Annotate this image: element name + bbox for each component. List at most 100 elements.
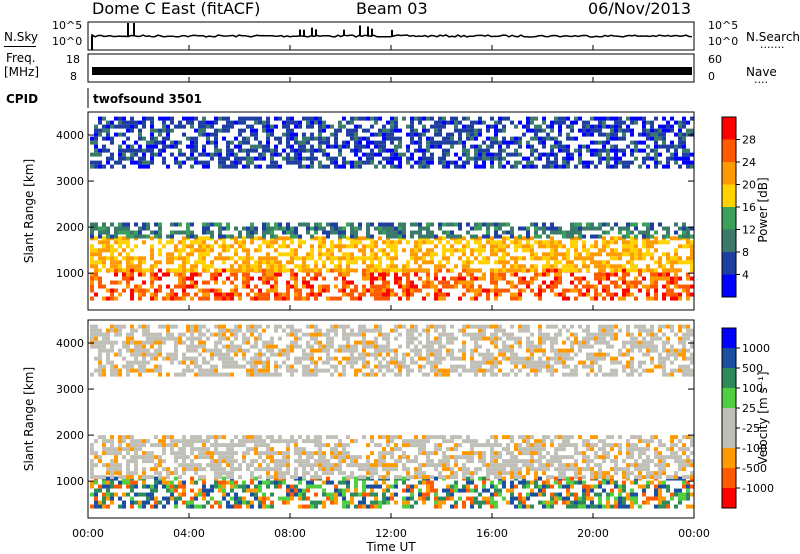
heatmap-cell bbox=[182, 124, 186, 129]
heatmap-cell bbox=[366, 152, 370, 157]
heatmap-cell bbox=[278, 140, 282, 145]
heatmap-cell bbox=[478, 443, 482, 448]
heatmap-cell bbox=[230, 288, 234, 293]
heatmap-cell bbox=[350, 148, 354, 153]
heatmap-cell bbox=[102, 340, 106, 345]
heatmap-cell bbox=[382, 496, 386, 501]
heatmap-cell bbox=[510, 471, 514, 476]
heatmap-cell bbox=[302, 164, 306, 169]
heatmap-cell bbox=[482, 463, 486, 468]
heatmap-cell bbox=[486, 256, 490, 261]
heatmap-cell bbox=[678, 124, 682, 129]
heatmap-cell bbox=[194, 140, 198, 145]
heatmap-cell bbox=[422, 268, 426, 273]
heatmap-cell bbox=[566, 144, 570, 149]
heatmap-cell bbox=[150, 144, 154, 149]
heatmap-cell bbox=[326, 222, 330, 227]
heatmap-cell bbox=[390, 496, 394, 501]
heatmap-cell bbox=[562, 252, 566, 257]
heatmap-cell bbox=[182, 435, 186, 440]
heatmap-cell bbox=[654, 230, 658, 235]
heatmap-cell bbox=[490, 504, 494, 509]
heatmap-cell bbox=[426, 439, 430, 444]
heatmap-cell bbox=[318, 222, 322, 227]
heatmap-cell bbox=[586, 222, 590, 227]
heatmap-cell bbox=[206, 252, 210, 257]
heatmap-cell bbox=[538, 439, 542, 444]
heatmap-cell bbox=[518, 500, 522, 505]
heatmap-cell bbox=[130, 230, 134, 235]
heatmap-cell bbox=[110, 451, 114, 456]
heatmap-cell bbox=[190, 476, 194, 481]
heatmap-cell bbox=[306, 504, 310, 509]
heatmap-cell bbox=[446, 136, 450, 141]
heatmap-cell bbox=[170, 234, 174, 239]
heatmap-cell bbox=[470, 260, 474, 265]
heatmap-cell bbox=[374, 116, 378, 121]
heatmap-cell bbox=[666, 124, 670, 129]
heatmap-cell bbox=[686, 148, 690, 153]
heatmap-cell bbox=[102, 500, 106, 505]
heatmap-cell bbox=[530, 120, 534, 125]
heatmap-cell bbox=[130, 484, 134, 489]
heatmap-cell bbox=[666, 128, 670, 133]
heatmap-cell bbox=[278, 439, 282, 444]
heatmap-cell bbox=[570, 484, 574, 489]
heatmap-cell bbox=[350, 455, 354, 460]
heatmap-cell bbox=[270, 272, 274, 277]
heatmap-cell bbox=[154, 455, 158, 460]
heatmap-cell bbox=[530, 152, 534, 157]
heatmap-cell bbox=[390, 467, 394, 472]
heatmap-cell bbox=[234, 480, 238, 485]
heatmap-cell bbox=[330, 160, 334, 165]
heatmap-cell bbox=[470, 124, 474, 129]
heatmap-cell bbox=[482, 160, 486, 165]
heatmap-cell bbox=[122, 120, 126, 125]
heatmap-cell bbox=[214, 451, 218, 456]
heatmap-cell bbox=[390, 226, 394, 231]
heatmap-cell bbox=[478, 116, 482, 121]
heatmap-cell bbox=[382, 492, 386, 497]
heatmap-cell bbox=[522, 156, 526, 161]
heatmap-cell bbox=[150, 459, 154, 464]
heatmap-cell bbox=[370, 116, 374, 121]
heatmap-cell bbox=[602, 504, 606, 509]
heatmap-cell bbox=[150, 292, 154, 297]
heatmap-cell bbox=[98, 164, 102, 169]
heatmap-cell bbox=[190, 222, 194, 227]
heatmap-cell bbox=[378, 140, 382, 145]
heatmap-cell bbox=[174, 488, 178, 493]
heatmap-cell bbox=[582, 248, 586, 253]
heatmap-cell bbox=[566, 152, 570, 157]
heatmap-cell bbox=[126, 284, 130, 289]
heatmap-cell bbox=[226, 116, 230, 121]
heatmap-cell bbox=[550, 268, 554, 273]
heatmap-cell bbox=[326, 248, 330, 253]
heatmap-cell bbox=[190, 234, 194, 239]
heatmap-cell bbox=[554, 144, 558, 149]
heatmap-cell bbox=[338, 144, 342, 149]
heatmap-cell bbox=[258, 439, 262, 444]
heatmap-cell bbox=[190, 248, 194, 253]
heatmap-cell bbox=[90, 288, 94, 293]
heatmap-cell bbox=[522, 480, 526, 485]
heatmap-cell bbox=[286, 451, 290, 456]
heatmap-cell bbox=[174, 500, 178, 505]
heatmap-cell bbox=[130, 443, 134, 448]
heatmap-cell bbox=[242, 451, 246, 456]
heatmap-cell bbox=[638, 439, 642, 444]
heatmap-cell bbox=[286, 128, 290, 133]
heatmap-cell bbox=[538, 284, 542, 289]
heatmap-cell bbox=[626, 268, 630, 273]
heatmap-cell bbox=[326, 230, 330, 235]
heatmap-cell bbox=[690, 252, 694, 257]
heatmap-cell bbox=[642, 268, 646, 273]
heatmap-cell bbox=[566, 148, 570, 153]
heatmap-cell bbox=[634, 120, 638, 125]
heatmap-cell bbox=[430, 459, 434, 464]
heatmap-cell bbox=[422, 284, 426, 289]
heatmap-cell bbox=[354, 240, 358, 245]
heatmap-cell bbox=[650, 284, 654, 289]
heatmap-cell bbox=[182, 236, 186, 241]
heatmap-cell bbox=[178, 447, 182, 452]
